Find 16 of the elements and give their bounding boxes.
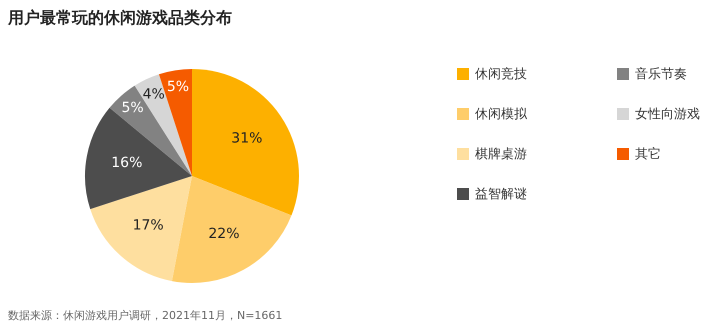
source-note: 数据来源：休闲游戏用户调研，2021年11月，N=1661 [8,308,282,323]
data-label: 22% [208,226,240,242]
legend-label: 休闲竞技 [475,66,527,83]
data-label: 16% [111,155,142,172]
data-label: 31% [231,130,262,146]
legend-label: 音乐节奏 [635,66,687,83]
data-label: 5% [166,78,190,95]
data-label: 17% [132,217,164,234]
legend-label: 益智解谜 [475,186,527,203]
legend-label: 女性向游戏 [635,106,700,123]
data-label: 5% [121,100,144,116]
data-label: 4% [142,86,165,102]
legend-label: 其它 [635,146,661,163]
chart-title: 用户最常玩的休闲游戏品类分布 [8,8,232,29]
legend-label: 休闲模拟 [475,106,527,123]
legend-label: 棋牌桌游 [475,146,527,163]
